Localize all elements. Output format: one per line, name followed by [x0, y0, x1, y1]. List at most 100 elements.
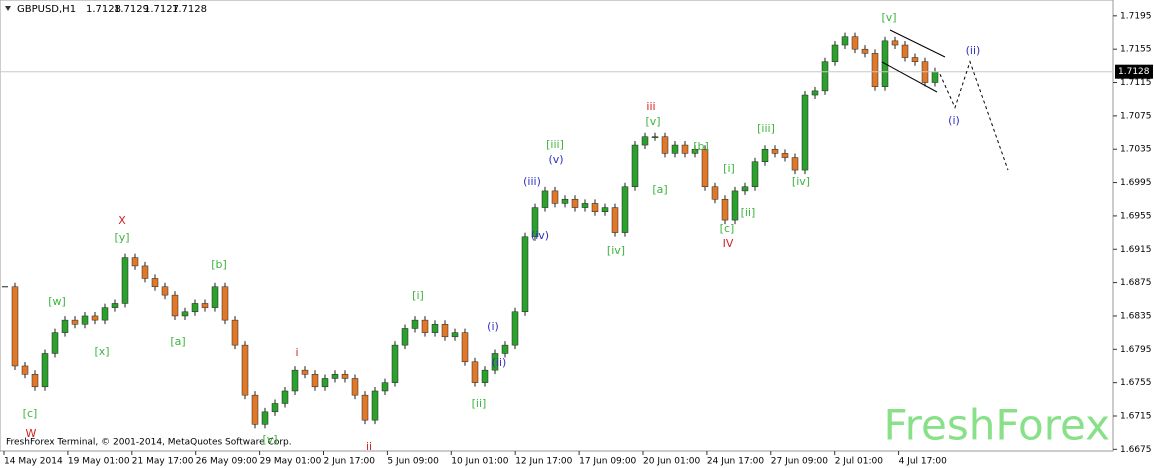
- wave-label: i: [295, 346, 298, 359]
- candle-body: [401, 328, 409, 346]
- wave-label: [a]: [652, 183, 667, 196]
- candle: [541, 186, 549, 212]
- candle: [151, 274, 159, 291]
- wave-label: (iv): [531, 229, 549, 242]
- wave-label: [c]: [23, 407, 38, 420]
- wave-label: [v]: [881, 11, 896, 24]
- copyright: FreshForex Terminal, © 2001-2014, MetaQu…: [6, 438, 292, 448]
- candle-body: [21, 365, 29, 375]
- candle: [201, 299, 209, 312]
- candle: [501, 341, 509, 358]
- wave-label: [iii]: [546, 138, 564, 151]
- candle-body: [381, 382, 389, 392]
- candle-body: [511, 311, 519, 346]
- candle-body: [851, 36, 859, 50]
- candle: [601, 203, 609, 216]
- candle: [31, 370, 39, 391]
- x-tick-label: 5 Jun 09:00: [387, 457, 439, 467]
- candle: [91, 311, 99, 325]
- candle: [511, 307, 519, 350]
- candle-body: [861, 48, 869, 54]
- candle-body: [421, 319, 429, 333]
- candle: [551, 186, 559, 208]
- wave-label: [iv]: [607, 244, 625, 257]
- candle-body: [631, 144, 639, 187]
- candle-body: [611, 207, 619, 233]
- candle: [401, 324, 409, 350]
- candle: [341, 370, 349, 383]
- candle-body: [791, 157, 799, 171]
- candle-body: [31, 374, 39, 388]
- candle: [131, 253, 139, 270]
- candle: [471, 357, 479, 387]
- candle: [621, 182, 629, 237]
- candle: [581, 199, 589, 212]
- candle: [301, 366, 309, 379]
- wave-label: [i]: [723, 162, 735, 175]
- candle: [291, 366, 299, 395]
- x-tick-label: 29 May 01:00: [260, 457, 322, 467]
- candle-body: [481, 369, 489, 383]
- candle-body: [551, 190, 559, 204]
- candle: [781, 149, 789, 162]
- x-tick-label: 4 Jul 17:00: [899, 457, 948, 467]
- candle: [761, 145, 769, 166]
- candle-body: [591, 203, 599, 212]
- wave-label: (v): [548, 153, 563, 166]
- candle: [531, 203, 539, 241]
- candle-body: [751, 161, 759, 187]
- y-tick-label: 1.6955: [1120, 211, 1152, 221]
- x-tick-label: 19 May 01:00: [68, 457, 130, 467]
- x-tick-label: 20 Jun 01:00: [643, 457, 700, 467]
- x-tick-label: 10 Jun 01:00: [451, 457, 508, 467]
- low: 1.7127: [144, 4, 179, 15]
- price-box: [1115, 64, 1153, 79]
- candle-body: [181, 311, 189, 317]
- close: 1.7128: [172, 4, 207, 15]
- candle: [911, 53, 919, 66]
- candle: [221, 282, 229, 325]
- candle-body: [741, 186, 749, 192]
- wave-label: (i): [487, 320, 499, 333]
- candle: [561, 195, 569, 208]
- candle: [391, 341, 399, 387]
- candle-body: [681, 144, 689, 154]
- candle: [871, 49, 879, 91]
- x-tick-label: 26 May 09:00: [196, 457, 258, 467]
- x-tick-label: 21 May 17:00: [132, 457, 194, 467]
- candle-body: [131, 257, 139, 267]
- open: 1.7128: [86, 4, 121, 15]
- candle-body: [711, 186, 719, 200]
- candle-body: [311, 374, 319, 388]
- candle: [691, 145, 699, 158]
- candle: [41, 349, 49, 391]
- candle-body: [721, 198, 729, 221]
- candle: [331, 370, 339, 383]
- candle-body: [891, 40, 899, 46]
- y-tick-label: 1.6995: [1120, 178, 1152, 188]
- candle-body: [771, 148, 779, 154]
- candle-body: [901, 44, 909, 58]
- watermark: FreshForex: [884, 401, 1110, 450]
- wave-label: (ii): [492, 356, 507, 369]
- wave-label: [ii]: [472, 397, 487, 410]
- wave-label: (ii): [966, 44, 981, 57]
- candle: [211, 282, 219, 312]
- projection: [939, 60, 1009, 171]
- candle: [491, 349, 499, 375]
- y-tick-label: 1.7075: [1120, 111, 1152, 121]
- candle-body: [341, 374, 349, 379]
- candle-body: [571, 198, 579, 208]
- candle: [51, 328, 59, 358]
- candle: [571, 195, 579, 212]
- wave-label: [iii]: [757, 122, 775, 135]
- candle: [641, 132, 649, 150]
- candle-body: [61, 319, 69, 333]
- candle: [281, 386, 289, 408]
- candle-body: [541, 190, 549, 208]
- candle-body: [141, 265, 149, 279]
- channel-line: [889, 29, 946, 58]
- candle-body: [781, 153, 789, 158]
- wave-label: [b]: [211, 258, 227, 271]
